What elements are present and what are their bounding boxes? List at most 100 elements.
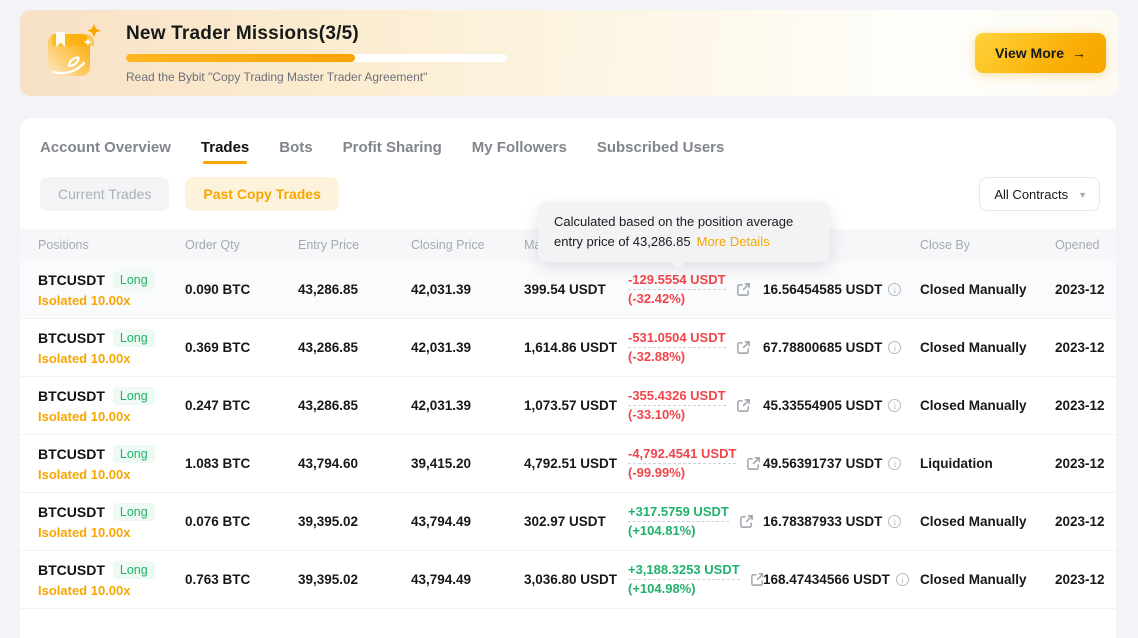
info-icon[interactable]: i	[888, 399, 902, 412]
closed-roi-value: (-32.42%)	[628, 291, 686, 306]
share-trade-icon[interactable]	[739, 514, 754, 529]
close-by-cell: Closed Manually	[920, 398, 1027, 413]
past-copy-trades-table: Positions Order Qty Entry Price Closing Pri…	[20, 202, 1116, 609]
table-row: BTCUSDT Long Isolated 10.00x 0.369 BTC 4…	[20, 319, 1116, 377]
share-trade-icon[interactable]	[746, 456, 761, 471]
tab-my-followers[interactable]: My Followers	[471, 139, 567, 156]
close-by-cell: Closed Manually	[920, 572, 1027, 587]
position-symbol: BTCUSDT	[38, 330, 105, 346]
closed-pnl-cell: +3,188.3253 USDT (+104.98%)	[628, 561, 763, 597]
closed-pnl-value: +317.5759 USDT	[628, 503, 729, 522]
share-trade-icon[interactable]	[736, 282, 751, 297]
tab-subscribed-users[interactable]: Subscribed Users	[596, 139, 725, 156]
closed-pnl-cell: -355.4326 USDT (-33.10%)	[628, 387, 763, 423]
tab-trades[interactable]: Trades	[201, 139, 249, 170]
margin-mode-leverage: Isolated 10.00x	[38, 467, 131, 482]
info-icon[interactable]: i	[888, 341, 902, 354]
margin-mode-leverage: Isolated 10.00x	[38, 583, 131, 598]
opened-date-cell: 2023-12	[1055, 340, 1105, 355]
position-symbol: BTCUSDT	[38, 388, 105, 404]
position-cell: BTCUSDT Long Isolated 10.00x	[38, 503, 185, 540]
past-copy-trades-tab[interactable]: Past Copy Trades	[185, 177, 339, 211]
entry-price-cell: 39,395.02	[298, 572, 359, 587]
fee-value: 45.33554905 USDT	[763, 398, 883, 413]
share-trade-icon[interactable]	[736, 340, 751, 355]
opened-date-cell: 2023-12	[1055, 572, 1105, 587]
tab-account-overview[interactable]: Account Overview	[40, 139, 171, 156]
order-qty-cell: 0.076 BTC	[185, 514, 251, 529]
closed-pnl-cell: -129.5554 USDT (-32.42%)	[628, 271, 763, 307]
trades-filter-row: Current Trades Past Copy Trades All Cont…	[20, 177, 1116, 211]
order-qty-cell: 0.090 BTC	[185, 282, 251, 297]
order-qty-cell: 0.247 BTC	[185, 398, 251, 413]
fee-value: 16.78387933 USDT	[763, 514, 883, 529]
closing-price-cell: 42,031.39	[411, 398, 472, 413]
close-by-cell: Closed Manually	[920, 340, 1027, 355]
current-trades-tab[interactable]: Current Trades	[40, 177, 170, 211]
fee-cell: 67.78800685 USDT i	[763, 340, 920, 355]
share-trade-icon[interactable]	[736, 398, 751, 413]
position-cell: BTCUSDT Long Isolated 10.00x	[38, 445, 185, 482]
position-cell: BTCUSDT Long Isolated 10.00x	[38, 387, 185, 424]
arrow-right-icon: →	[1072, 45, 1086, 61]
opened-date-cell: 2023-12	[1055, 398, 1105, 413]
closed-roi-value: (-99.99%)	[628, 465, 686, 480]
entry-price-cell: 43,286.85	[298, 398, 359, 413]
entry-price-cell: 39,395.02	[298, 514, 359, 529]
position-symbol: BTCUSDT	[38, 272, 105, 288]
missions-book-icon	[48, 24, 101, 76]
position-cell: BTCUSDT Long Isolated 10.00x	[38, 561, 185, 598]
margin-cell: 1,073.57 USDT	[524, 398, 618, 413]
fee-cell: 16.56454585 USDT i	[763, 282, 920, 297]
closed-pnl-value: -129.5554 USDT	[628, 271, 726, 290]
closed-pnl-value: +3,188.3253 USDT	[628, 561, 740, 580]
table-body: BTCUSDT Long Isolated 10.00x 0.090 BTC 4…	[20, 261, 1116, 609]
tooltip-text: Calculated based on the position average…	[554, 214, 794, 250]
info-icon[interactable]: i	[888, 283, 902, 296]
contracts-dropdown[interactable]: All Contracts ▼	[979, 177, 1100, 211]
margin-cell: 302.97 USDT	[524, 514, 606, 529]
info-icon[interactable]: i	[888, 515, 902, 528]
opened-date-cell: 2023-12	[1055, 282, 1105, 297]
closed-pnl-cell: -4,792.4541 USDT (-99.99%)	[628, 445, 763, 481]
margin-cell: 399.54 USDT	[524, 282, 606, 297]
position-symbol: BTCUSDT	[38, 504, 105, 520]
closing-price-cell: 43,794.49	[411, 514, 472, 529]
table-header-cell: Opened	[1055, 238, 1100, 252]
closing-price-cell: 42,031.39	[411, 340, 472, 355]
table-header-cell: Positions	[38, 238, 89, 252]
pnl-tooltip: Calculated based on the position average…	[538, 202, 830, 270]
fee-value: 16.56454585 USDT	[763, 282, 883, 297]
fee-cell: 49.56391737 USDT i	[763, 456, 920, 471]
fee-value: 67.78800685 USDT	[763, 340, 883, 355]
view-more-button[interactable]: View More →	[975, 33, 1106, 73]
closed-pnl-cell: +317.5759 USDT (+104.81%)	[628, 503, 763, 539]
table-row: BTCUSDT Long Isolated 10.00x 0.090 BTC 4…	[20, 261, 1116, 319]
more-details-link[interactable]: More Details	[696, 234, 770, 250]
close-by-cell: Liquidation	[920, 456, 993, 471]
margin-cell: 3,036.80 USDT	[524, 572, 618, 587]
tab-profit-sharing[interactable]: Profit Sharing	[342, 139, 442, 156]
margin-mode-leverage: Isolated 10.00x	[38, 351, 131, 366]
info-icon[interactable]: i	[895, 573, 909, 586]
closed-roi-value: (+104.81%)	[628, 523, 696, 538]
sparkle-icon	[87, 24, 101, 38]
margin-cell: 4,792.51 USDT	[524, 456, 618, 471]
table-header-cell: Close By	[920, 238, 971, 252]
closing-price-cell: 42,031.39	[411, 282, 472, 297]
info-icon[interactable]: i	[888, 457, 902, 470]
closed-pnl-value: -355.4326 USDT	[628, 387, 726, 406]
opened-date-cell: 2023-12	[1055, 514, 1105, 529]
closing-price-cell: 43,794.49	[411, 572, 472, 587]
opened-date-cell: 2023-12	[1055, 456, 1105, 471]
trader-dashboard-card: Account Overview Trades Bots Profit Sharing…	[20, 118, 1116, 638]
missions-progress-fill	[126, 53, 355, 62]
fee-cell: 16.78387933 USDT i	[763, 514, 920, 529]
side-badge: Long	[112, 445, 155, 463]
side-badge: Long	[112, 503, 155, 521]
margin-cell: 1,614.86 USDT	[524, 340, 618, 355]
tab-bots[interactable]: Bots	[279, 139, 313, 156]
margin-mode-leverage: Isolated 10.00x	[38, 409, 131, 424]
table-row: BTCUSDT Long Isolated 10.00x 0.763 BTC 3…	[20, 551, 1116, 609]
share-trade-icon[interactable]	[750, 572, 763, 587]
